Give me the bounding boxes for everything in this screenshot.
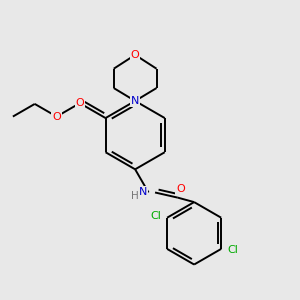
Text: Cl: Cl	[150, 211, 161, 221]
Text: N: N	[131, 96, 139, 106]
Text: O: O	[52, 112, 61, 122]
Text: O: O	[176, 184, 185, 194]
Text: O: O	[131, 50, 140, 60]
Text: O: O	[75, 98, 84, 108]
Text: Cl: Cl	[227, 245, 238, 255]
Text: H: H	[131, 191, 138, 201]
Text: N: N	[139, 187, 147, 197]
